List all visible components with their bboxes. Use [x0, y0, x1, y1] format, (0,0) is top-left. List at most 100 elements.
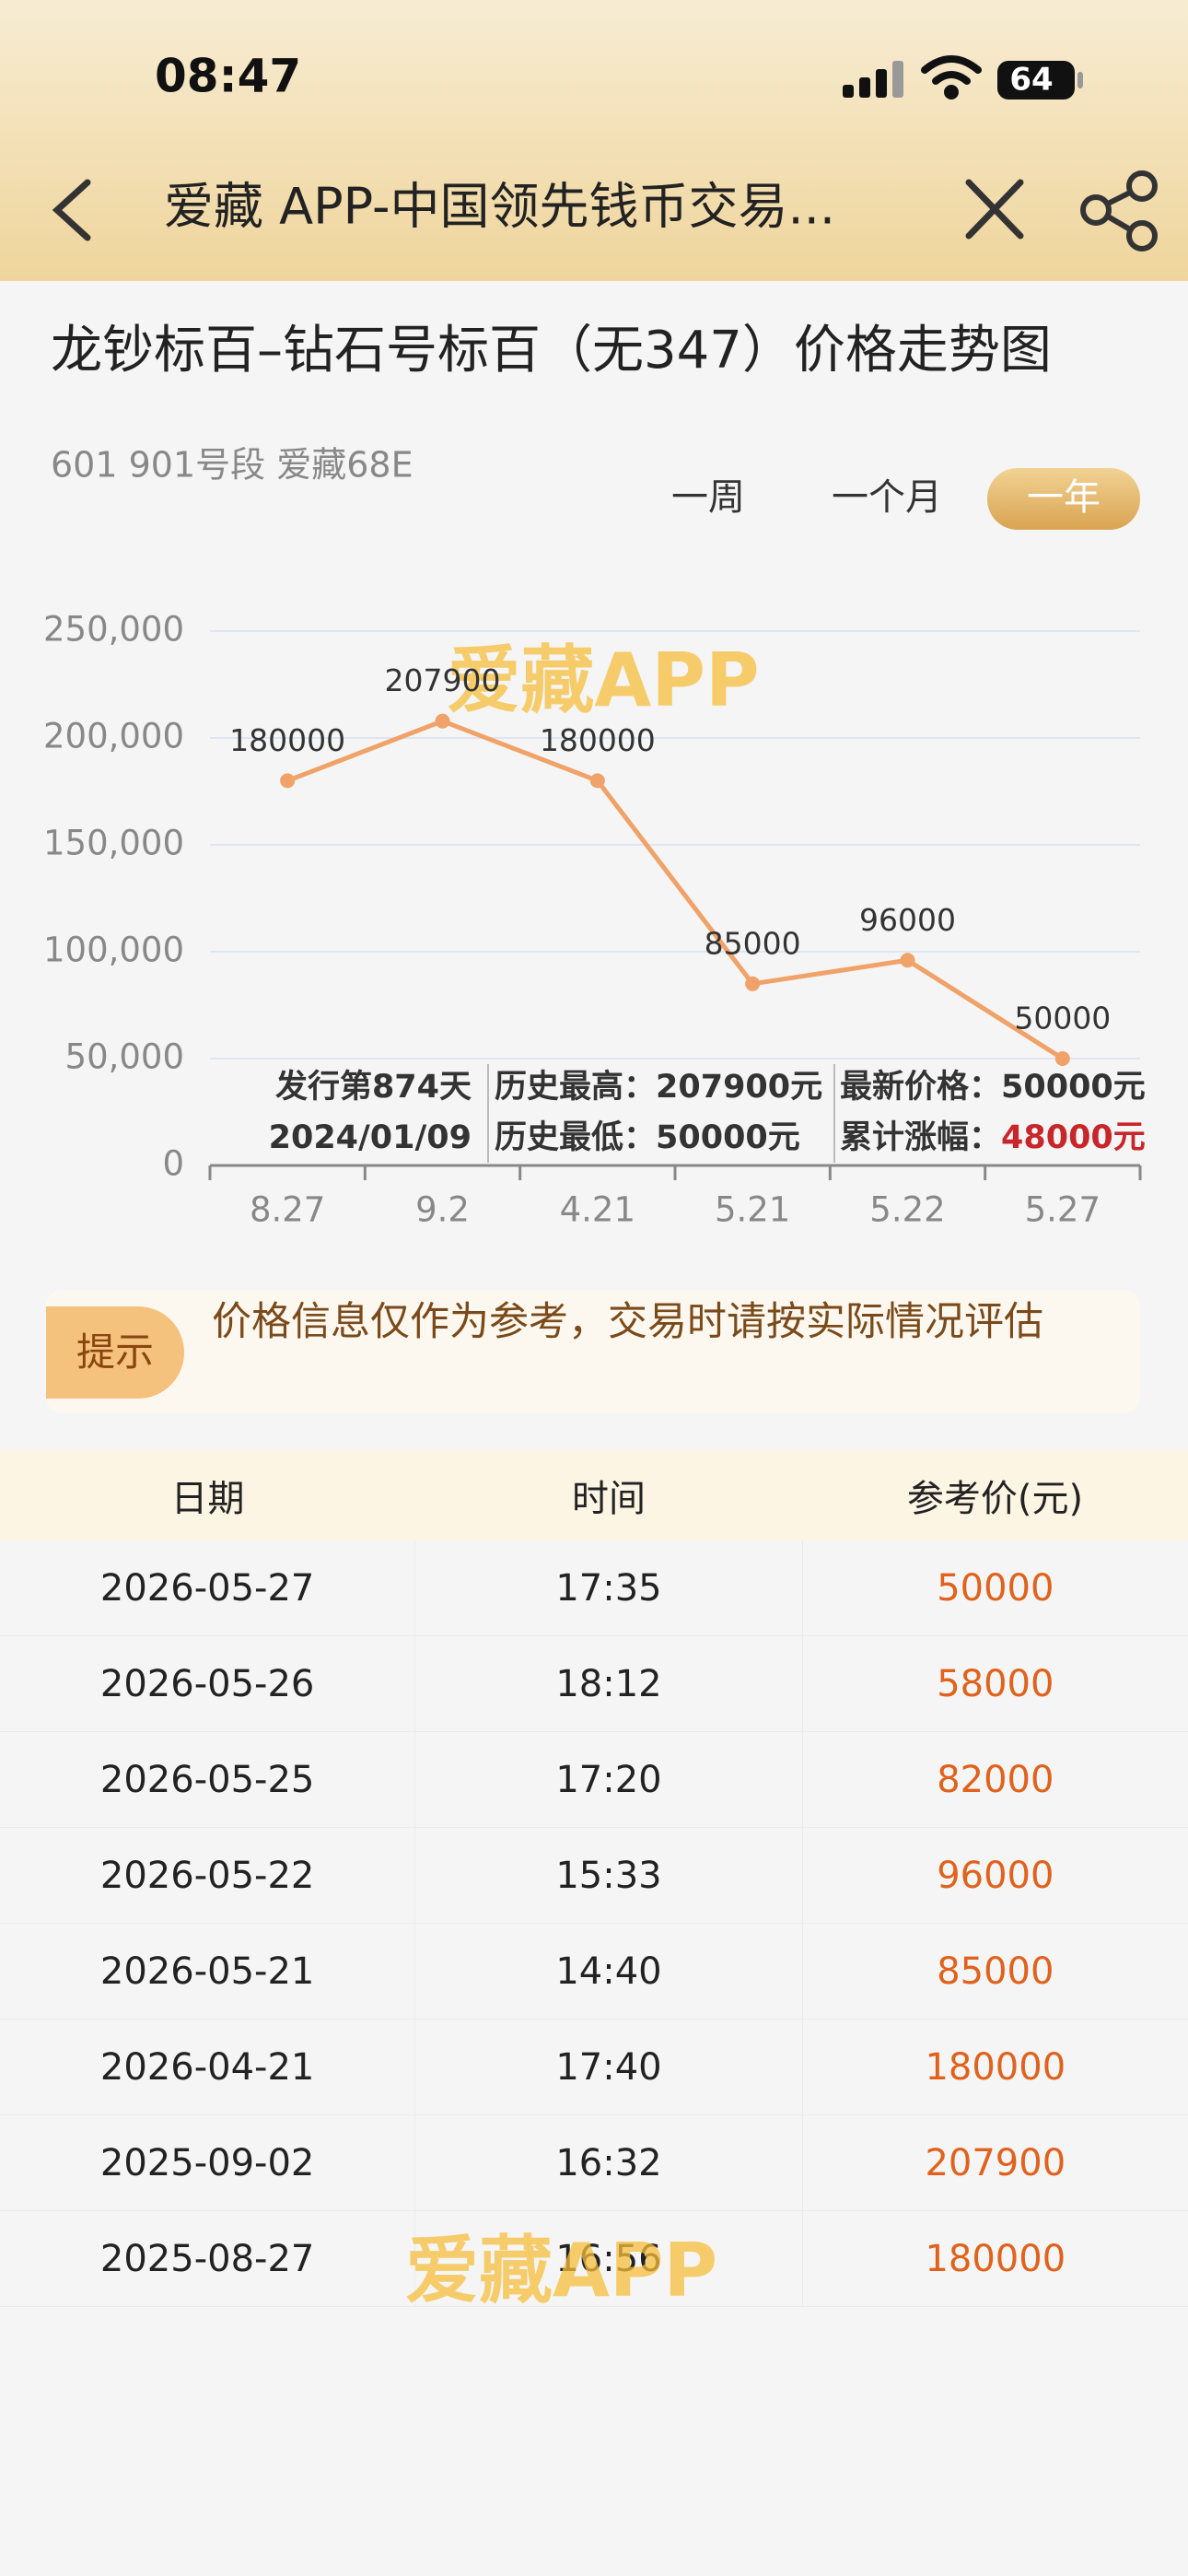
price-point [280, 773, 296, 789]
table-cell: 16:32 [415, 2115, 803, 2210]
price-point [435, 713, 450, 729]
share-button[interactable] [1080, 170, 1158, 252]
table-cell: 2026-05-21 [0, 1924, 416, 2019]
table-row: 2025-08-27 16:56 180000 [0, 2211, 1188, 2307]
stat-value: 50000元 [1001, 1069, 1146, 1106]
header-bg [0, 0, 1188, 281]
close-button[interactable] [965, 179, 1024, 240]
nav-title: 爱藏 APP-中国领先钱币交易... [164, 178, 835, 236]
table-row: 2025-09-02 16:32 207900 [0, 2115, 1188, 2211]
table-cell: 180000 [925, 2237, 1066, 2280]
watermark: 爱藏APP [405, 2228, 718, 2313]
price-point [745, 976, 761, 991]
header-cell: 参考价(元) [906, 1477, 1084, 1520]
table-cell: 58000 [937, 1662, 1054, 1705]
table-cell: 2026-05-26 [0, 1636, 416, 1731]
table-cell: 14:40 [415, 1924, 803, 2019]
battery-icon [997, 61, 1075, 100]
table-cell: 2026-04-21 [0, 2020, 416, 2114]
watermark: 爱藏APP [447, 638, 759, 723]
y-tick-label: 100,000 [43, 931, 184, 970]
signal-icon [843, 61, 903, 98]
data-label: 50000 [1014, 1001, 1111, 1036]
battery-level: 64 [1009, 62, 1053, 99]
header-cell: 时间 [572, 1477, 646, 1520]
table-cell: 180000 [925, 2045, 1066, 2089]
stat-label: 累计涨幅： [840, 1119, 1001, 1156]
x-tick-label: 8.27 [250, 1190, 325, 1230]
notice: 提示 价格信息仅作为参考，交易时请按实际情况评估 [46, 1290, 1140, 1413]
price-point [589, 773, 605, 789]
data-label: 180000 [229, 722, 345, 758]
table-header: 日期 时间 参考价(元) [0, 1449, 1188, 1540]
stat-issue: 2024/01/09 [269, 1119, 472, 1156]
stat-label: 历史最低： [495, 1119, 656, 1156]
back-button[interactable] [52, 179, 91, 241]
table-row: 2026-05-26 18:12 58000 [0, 1636, 1188, 1732]
table-cell: 2025-08-27 [0, 2211, 416, 2306]
table-cell: 85000 [937, 1950, 1054, 1993]
y-tick-label: 200,000 [43, 717, 184, 756]
data-label: 207900 [385, 662, 501, 698]
table-row: 2026-05-22 15:33 96000 [0, 1828, 1188, 1924]
y-tick-label: 50,000 [65, 1037, 184, 1077]
battery-tip [1077, 72, 1083, 88]
table-cell: 2025-09-02 [0, 2115, 416, 2210]
table-cell: 50000 [937, 1566, 1054, 1610]
stat-history: 历史最低：50000元 [495, 1119, 800, 1156]
price-point [900, 953, 915, 968]
top-area: 08:47 64 爱藏 APP-中国领先钱币交易... 龙钞标百–钻石号标百（无… [0, 0, 1188, 1230]
table-row: 2026-05-21 14:40 85000 [0, 1924, 1188, 2020]
range-tab[interactable]: 一个月 [832, 476, 942, 519]
table-cell: 15:33 [415, 1828, 803, 1923]
notice-text: 价格信息仅作为参考，交易时请按实际情况评估 [212, 1299, 1043, 1345]
y-tick-label: 250,000 [43, 610, 184, 650]
header-cell: 日期 [170, 1477, 245, 1520]
x-tick-label: 4.21 [560, 1190, 635, 1230]
stat-issue: 发行第874天 [275, 1069, 472, 1106]
table-row: 2026-05-25 17:20 82000 [0, 1732, 1188, 1828]
price-point [1054, 1051, 1070, 1066]
table-cell: 18:12 [415, 1636, 803, 1731]
data-label: 96000 [859, 902, 956, 938]
tab-active-bg [987, 468, 1140, 530]
stat-value: 48000元 [1001, 1119, 1146, 1156]
table-cell: 17:35 [415, 1540, 803, 1635]
table-row: 2026-05-27 17:35 50000 [0, 1540, 1188, 1636]
chart-subtitle: 601 901号段 爱藏68E [51, 445, 413, 486]
y-tick-label: 150,000 [43, 824, 184, 863]
table-cell: 2026-05-22 [0, 1828, 416, 1923]
x-tick-label: 5.27 [1025, 1190, 1101, 1230]
price-table: 日期 时间 参考价(元) 2026-05-27 17:35 50000 2026-05-26… [0, 1449, 1188, 2307]
table-cell: 17:20 [415, 1732, 803, 1827]
x-tick-label: 9.2 [415, 1190, 470, 1230]
status-time: 08:47 [155, 50, 301, 103]
stat-value: 207900元 [656, 1069, 822, 1106]
table-row: 2026-04-21 17:40 180000 [0, 2020, 1188, 2115]
data-label: 180000 [540, 722, 656, 758]
table-cell: 96000 [937, 1854, 1054, 1897]
chart-title: 龙钞标百–钻石号标百（无347）价格走势图 [51, 321, 1052, 381]
stat-latest: 最新价格：50000元 [840, 1069, 1146, 1106]
notice-tag: 提示 [46, 1306, 184, 1399]
table-cell: 207900 [925, 2141, 1066, 2184]
x-tick-label: 5.22 [869, 1190, 945, 1230]
table-cell: 2026-05-25 [0, 1732, 416, 1827]
data-label: 85000 [705, 925, 801, 961]
stat-latest: 累计涨幅：48000元 [840, 1119, 1146, 1156]
table-cell: 82000 [937, 1758, 1054, 1801]
stat-history: 历史最高：207900元 [495, 1069, 822, 1106]
x-tick-label: 5.21 [715, 1190, 790, 1230]
y-tick-label: 0 [162, 1144, 184, 1184]
range-tab[interactable]: 一年 [1027, 476, 1101, 519]
table-cell: 16:56 [415, 2211, 803, 2306]
table-cell: 17:40 [415, 2020, 803, 2114]
table-cell: 2026-05-27 [0, 1540, 416, 1635]
stat-label: 最新价格： [840, 1069, 1001, 1106]
range-tab[interactable]: 一周 [671, 476, 745, 519]
price-line [286, 718, 1065, 1061]
stat-label: 历史最高： [495, 1069, 656, 1106]
stat-value: 50000元 [656, 1119, 800, 1156]
